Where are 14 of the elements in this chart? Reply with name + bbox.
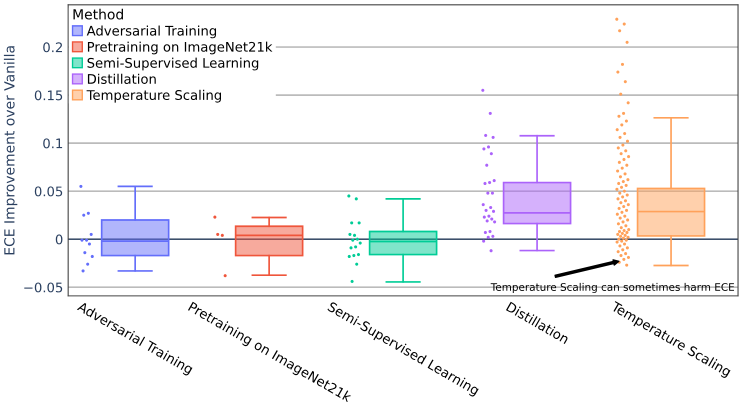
- y-tick-label: 0.2: [43, 42, 62, 52]
- legend-label: Semi-Supervised Learning: [88, 58, 258, 70]
- y-tick-label: 0: [56, 234, 62, 244]
- legend-label: Temperature Scaling: [86, 90, 221, 103]
- y-axis-title: ECE Improvement over Vanilla: [4, 46, 18, 254]
- y-tick-label: −0.05: [24, 282, 62, 292]
- annotation: Temperature Scaling can sometimes harm ECE: [490, 282, 734, 293]
- y-tick-label: 0.05: [34, 186, 62, 196]
- legend-title: Method: [73, 8, 123, 20]
- legend-label: Adversarial Training: [86, 26, 216, 38]
- legend-label: Distillation: [88, 74, 156, 84]
- y-tick-label: 0.15: [34, 90, 62, 100]
- y-tick-label: 0.1: [43, 138, 62, 148]
- legend-label: Pretraining on ImageNet21k: [88, 42, 272, 54]
